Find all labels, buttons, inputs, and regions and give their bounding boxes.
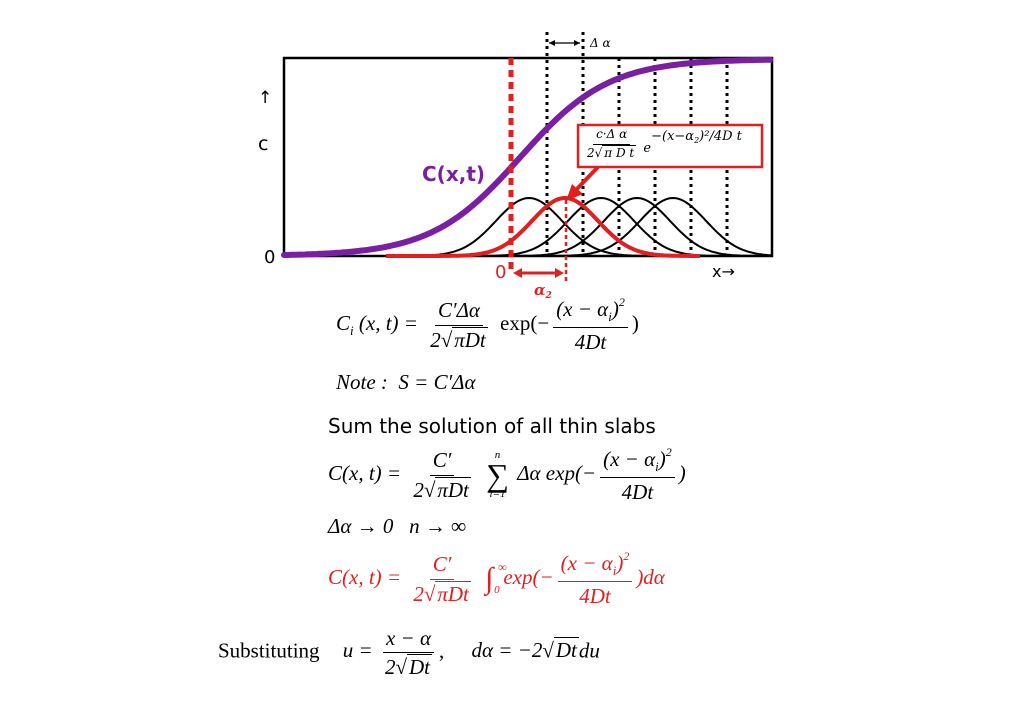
x-axis-label: x→ [712, 262, 735, 281]
y-axis-arrow: ↑ [258, 88, 273, 108]
inset-denominator: 2√ π D t [587, 144, 637, 160]
alpha2-label: α2 [534, 281, 552, 301]
substituting-label: Substituting [218, 638, 320, 663]
y-zero-label: 0 [264, 247, 276, 268]
delta-alpha-label: Δ α [590, 36, 611, 50]
gaussian-curve [533, 196, 772, 257]
substituting-line: Substituting u = x − α 2√Dt, dα = −2√Dtdu [218, 626, 600, 680]
equation-2: C(x, t) = C′ 2√πDt n ∑ i=1 Δα exp(− (x − αi)… [328, 445, 686, 504]
inset-formula-box [576, 123, 764, 169]
red-gaussian-curve [386, 196, 700, 258]
section-heading: Sum the solution of all thin slabs [328, 414, 656, 438]
x-zero-label: 0 [495, 262, 507, 283]
equation-1: Ci (x, t) = C′Δα 2√πDt exp(− (x − αi)2 4Dt) [336, 295, 639, 354]
inset-numerator: c·Δ α [593, 127, 631, 145]
inset-pointer-arrowhead [566, 184, 583, 201]
equation-3: C(x, t) = C′ 2√πDt ∫ ∞ 0 exp(− (x − αi)2 4Dt)d… [328, 549, 665, 608]
inset-exponent: −(x−α2)²/4D t [651, 128, 742, 145]
c-curve [281, 56, 773, 258]
inset-e: e [643, 140, 652, 156]
inset-pointer-arrow [572, 165, 600, 194]
inset-formula: c·Δ α 2√ π D t e−(x−α2)²/4D t [584, 127, 742, 161]
curve-label: C(x,t) [422, 162, 486, 186]
diffusion-figure [281, 32, 774, 282]
note-equation: Note : S = C′Δα [336, 370, 476, 394]
limits-line: Δα → 0 n → ∞ [328, 514, 467, 538]
y-axis-label: c [258, 133, 269, 155]
